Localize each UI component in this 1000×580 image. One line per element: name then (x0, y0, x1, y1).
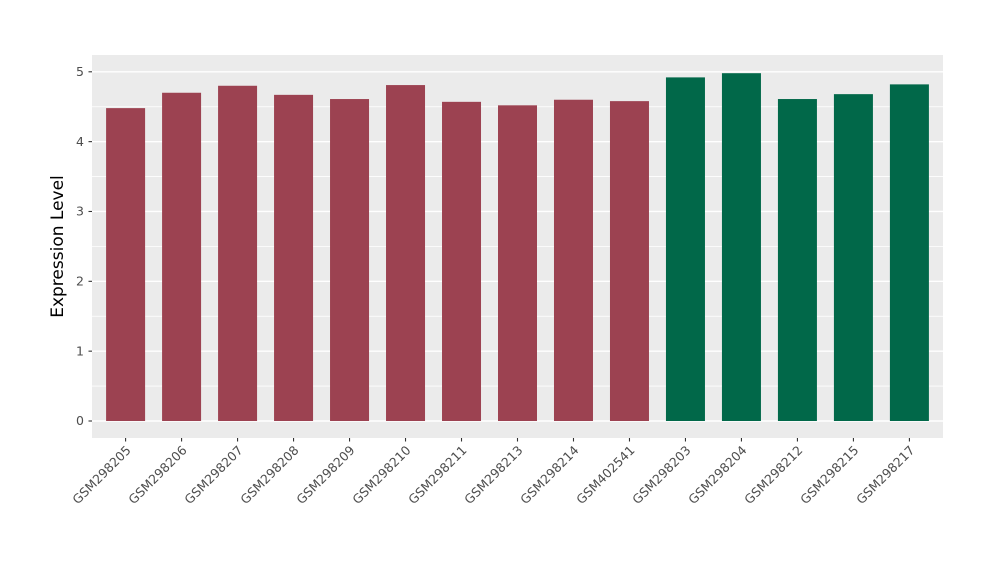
x-tick-label-GSM298206: GSM298206 (125, 442, 189, 506)
bar-GSM298204 (721, 73, 761, 421)
x-tick-label-GSM298208: GSM298208 (237, 442, 301, 506)
x-tick-label-GSM298212: GSM298212 (741, 443, 805, 507)
bar-GSM298210 (386, 85, 426, 421)
x-tick-label-GSM298211: GSM298211 (405, 443, 469, 507)
bar-GSM298215 (833, 94, 873, 421)
bar-GSM298208 (274, 94, 314, 421)
bar-GSM298214 (553, 99, 593, 422)
x-tick-label-GSM298207: GSM298207 (181, 443, 245, 507)
bar-GSM298205 (106, 108, 146, 422)
x-tick-label-GSM298203: GSM298203 (629, 443, 693, 507)
bar-GSM298203 (665, 77, 705, 421)
bar-GSM298209 (330, 99, 370, 421)
bar-GSM298213 (498, 105, 537, 422)
y-tick-label: 3 (76, 204, 84, 219)
bar-GSM402541 (609, 101, 649, 421)
bar-GSM298206 (162, 92, 202, 421)
y-tick-label: 2 (76, 274, 84, 289)
y-tick-label: 0 (76, 413, 84, 428)
x-tick-label-GSM298205: GSM298205 (69, 443, 133, 507)
bar-GSM298207 (218, 85, 258, 421)
x-tick-label-GSM402541: GSM402541 (573, 443, 637, 507)
bar-GSM298217 (889, 84, 929, 421)
x-tick-label-GSM298214: GSM298214 (517, 442, 581, 506)
y-tick-label: 1 (76, 343, 84, 358)
bar-GSM298211 (442, 101, 482, 421)
x-tick-label-GSM298210: GSM298210 (349, 442, 413, 506)
x-tick-label-GSM298213: GSM298213 (461, 443, 525, 507)
bar-GSM298212 (777, 99, 817, 421)
x-tick-label-GSM298217: GSM298217 (853, 443, 917, 507)
x-tick-label-GSM298209: GSM298209 (293, 442, 357, 506)
x-tick-label-GSM298215: GSM298215 (797, 443, 861, 507)
y-tick-label: 4 (76, 134, 84, 149)
x-tick-label-GSM298204: GSM298204 (685, 442, 749, 506)
y-axis-title: Expression Level (48, 175, 68, 318)
y-tick-label: 5 (76, 64, 84, 79)
